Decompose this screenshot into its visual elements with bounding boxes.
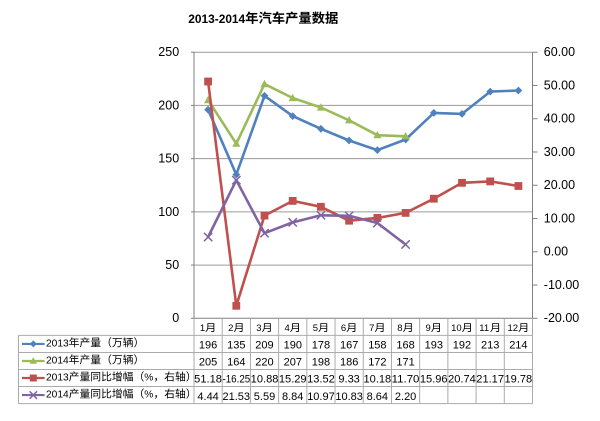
svg-text:10: 10 bbox=[451, 323, 462, 334]
svg-text:50.00: 50.00 bbox=[544, 78, 575, 92]
svg-text:10.83: 10.83 bbox=[335, 391, 363, 403]
svg-text:200: 200 bbox=[158, 98, 179, 112]
svg-text:10.18: 10.18 bbox=[364, 374, 392, 386]
svg-text:4: 4 bbox=[285, 323, 290, 334]
svg-text:164: 164 bbox=[227, 357, 245, 369]
svg-text:100: 100 bbox=[158, 205, 179, 219]
svg-text:20.00: 20.00 bbox=[544, 178, 575, 192]
svg-text:20.74: 20.74 bbox=[448, 374, 476, 386]
svg-text:6: 6 bbox=[341, 323, 346, 334]
svg-text:214: 214 bbox=[509, 340, 527, 352]
svg-text:9: 9 bbox=[426, 323, 431, 334]
svg-text:11.70: 11.70 bbox=[392, 374, 420, 386]
svg-text:8: 8 bbox=[397, 323, 402, 334]
svg-text:196: 196 bbox=[199, 340, 217, 352]
svg-text:51.18: 51.18 bbox=[194, 374, 222, 386]
svg-text:4.44: 4.44 bbox=[197, 391, 218, 403]
svg-text:205: 205 bbox=[199, 357, 217, 369]
svg-text:12: 12 bbox=[508, 323, 519, 334]
svg-text:2014: 2014 bbox=[46, 390, 69, 401]
svg-text:0.00: 0.00 bbox=[544, 245, 568, 259]
svg-text:250: 250 bbox=[158, 45, 179, 59]
svg-text:207: 207 bbox=[284, 357, 302, 369]
svg-text:2.20: 2.20 bbox=[395, 391, 416, 403]
svg-text:15.96: 15.96 bbox=[420, 374, 448, 386]
svg-text:-20.00: -20.00 bbox=[544, 311, 579, 325]
svg-text:209: 209 bbox=[255, 340, 273, 352]
svg-text:0: 0 bbox=[172, 311, 179, 325]
svg-text:135: 135 bbox=[227, 340, 245, 352]
svg-text:5.59: 5.59 bbox=[254, 391, 275, 403]
svg-text:10.97: 10.97 bbox=[307, 391, 335, 403]
svg-text:-10.00: -10.00 bbox=[544, 278, 579, 292]
svg-text:192: 192 bbox=[453, 340, 471, 352]
svg-text:158: 158 bbox=[368, 340, 386, 352]
svg-text:50: 50 bbox=[165, 258, 179, 272]
svg-text:198: 198 bbox=[312, 357, 330, 369]
svg-text:30.00: 30.00 bbox=[544, 145, 575, 159]
svg-text:2013: 2013 bbox=[46, 338, 69, 349]
svg-text:193: 193 bbox=[425, 340, 443, 352]
svg-text:8.84: 8.84 bbox=[282, 391, 303, 403]
svg-text:178: 178 bbox=[312, 340, 330, 352]
svg-text:186: 186 bbox=[340, 357, 358, 369]
svg-text:%: % bbox=[144, 373, 153, 384]
svg-text:10.00: 10.00 bbox=[544, 211, 575, 225]
svg-text:11: 11 bbox=[479, 323, 489, 334]
svg-text:5: 5 bbox=[313, 323, 318, 334]
svg-text:2013: 2013 bbox=[46, 373, 69, 384]
svg-text:3: 3 bbox=[256, 323, 261, 334]
svg-text:%: % bbox=[144, 390, 153, 401]
svg-text:167: 167 bbox=[340, 340, 358, 352]
svg-text:213: 213 bbox=[481, 340, 499, 352]
svg-text:-16.25: -16.25 bbox=[223, 374, 251, 386]
svg-text:190: 190 bbox=[284, 340, 302, 352]
svg-text:9.33: 9.33 bbox=[338, 374, 359, 386]
svg-text:13.52: 13.52 bbox=[307, 374, 335, 386]
svg-text:220: 220 bbox=[255, 357, 273, 369]
svg-text:15.29: 15.29 bbox=[279, 374, 307, 386]
svg-text:8.64: 8.64 bbox=[367, 391, 388, 403]
svg-text:2014: 2014 bbox=[46, 356, 69, 367]
svg-text:2: 2 bbox=[228, 323, 233, 334]
svg-text:19.78: 19.78 bbox=[505, 374, 533, 386]
svg-text:172: 172 bbox=[368, 357, 386, 369]
svg-text:171: 171 bbox=[396, 357, 414, 369]
svg-text:1: 1 bbox=[200, 323, 205, 334]
svg-text:2013-2014: 2013-2014 bbox=[188, 12, 245, 26]
svg-text:168: 168 bbox=[396, 340, 414, 352]
svg-text:40.00: 40.00 bbox=[544, 112, 575, 126]
svg-text:60.00: 60.00 bbox=[544, 45, 575, 59]
svg-text:10.88: 10.88 bbox=[251, 374, 279, 386]
svg-text:21.17: 21.17 bbox=[476, 374, 504, 386]
svg-text:7: 7 bbox=[369, 323, 374, 334]
svg-text:21.53: 21.53 bbox=[223, 391, 251, 403]
svg-text:150: 150 bbox=[158, 152, 179, 166]
